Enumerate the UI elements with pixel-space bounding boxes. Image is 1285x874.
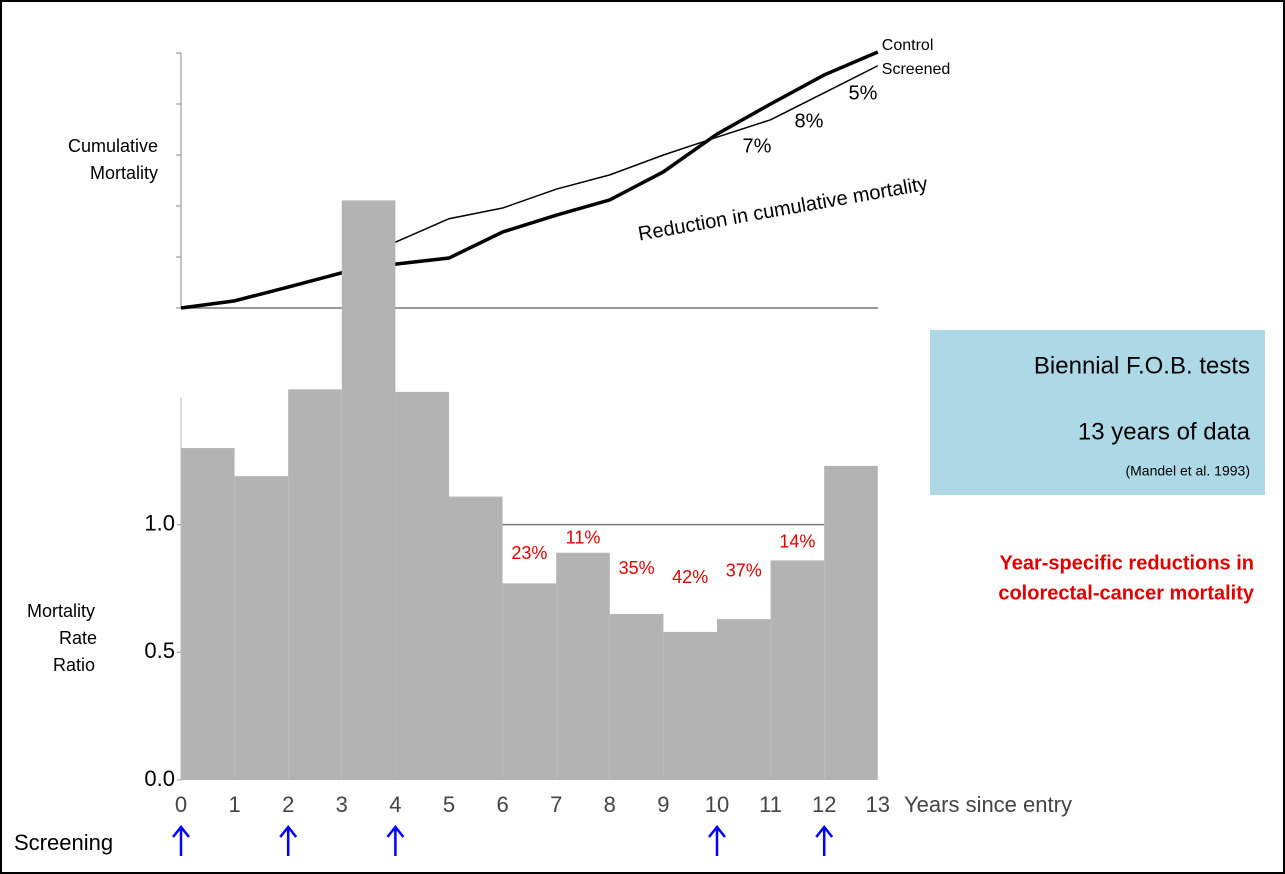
bar — [824, 465, 878, 780]
reduction-label: 14% — [779, 531, 815, 551]
bar — [395, 391, 449, 780]
screening-arrow — [172, 824, 190, 856]
x-tick-label: 13 — [866, 792, 890, 817]
info-subtitle: 13 years of data — [1078, 418, 1251, 445]
screening-arrow — [279, 824, 298, 856]
screening-label: Screening — [14, 830, 113, 855]
screening-arrow — [708, 824, 726, 856]
bar — [288, 389, 342, 780]
bar — [717, 619, 771, 780]
reduction-label: 35% — [619, 558, 655, 578]
series-line — [180, 50, 879, 310]
y-tick-label: 1.0 — [144, 510, 175, 535]
info-title: Biennial F.O.B. tests — [1034, 352, 1250, 379]
reduction-label: 37% — [726, 561, 762, 581]
legend-label: Screened — [882, 61, 951, 78]
bar — [770, 560, 825, 780]
bar — [449, 496, 503, 780]
info-source: (Mandel et al. 1993) — [1125, 463, 1250, 479]
note: Year-specific reductions in — [999, 552, 1254, 574]
note: colorectal-cancer mortality — [998, 582, 1255, 604]
bar — [502, 583, 557, 780]
x-tick-label: 4 — [389, 792, 401, 817]
bar — [181, 448, 235, 780]
x-tick-label: 8 — [604, 792, 616, 817]
reduction-label: 11% — [566, 527, 601, 547]
x-tick-label: 10 — [705, 792, 729, 817]
legend-label: Control — [882, 37, 934, 54]
x-tick-label: 12 — [812, 792, 836, 817]
x-tick-label: 0 — [175, 792, 187, 817]
x-tick-label: 5 — [443, 792, 455, 817]
x-tick-label: 2 — [282, 792, 294, 817]
bar — [556, 552, 610, 780]
x-tick-label: 9 — [657, 792, 669, 817]
bar — [663, 631, 717, 780]
y-tick-label: 0.5 — [144, 638, 175, 663]
point-label: 7% — [743, 135, 772, 157]
y-tick-label: 0.0 — [144, 766, 175, 791]
reduction-label: 42% — [672, 567, 708, 587]
x-axis-label: Years since entry — [904, 792, 1072, 817]
x-tick-label: 7 — [550, 792, 562, 817]
screening-arrow — [386, 824, 405, 856]
point-label: 8% — [795, 110, 824, 132]
info-box — [930, 330, 1265, 495]
bar — [609, 614, 664, 780]
x-tick-label: 1 — [228, 792, 240, 817]
y-axis-label: Mortality Rate Ratio — [27, 601, 97, 675]
x-tick-label: 6 — [496, 792, 508, 817]
annotation: Reduction in cumulative mortality — [636, 173, 929, 246]
y-axis-label: Cumulative Mortality — [68, 136, 158, 183]
bar — [341, 200, 396, 781]
series-line — [180, 65, 879, 309]
reduction-label: 23% — [511, 543, 547, 563]
bar — [234, 476, 289, 780]
point-label: 5% — [849, 82, 878, 104]
x-tick-label: 11 — [759, 792, 782, 817]
screening-arrow — [815, 824, 834, 856]
x-tick-label: 3 — [336, 792, 348, 817]
